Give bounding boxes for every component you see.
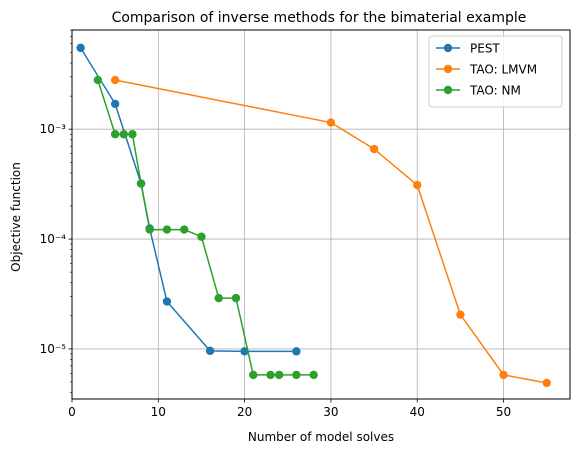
data-point-tao-nm [128,130,137,139]
data-point-tao-nm [197,232,206,241]
data-point-tao-nm [110,130,120,139]
series-line-tao-nm [97,79,314,376]
y-tick-label: 10⁻⁵ [40,342,67,356]
series-line-pest [79,47,297,353]
y-axis-label: Objective function [9,162,23,272]
data-point-pest [292,347,301,356]
x-tick-label: 50 [496,405,511,419]
data-point-tao-nm [292,370,301,380]
x-tick-label: 20 [237,405,252,419]
x-tick-label: 40 [410,405,425,419]
data-point-pest [76,43,85,53]
plot-frame [71,29,571,400]
legend-box [428,35,563,108]
data-point-tao-lmvm [413,180,422,190]
series-layer [76,43,551,388]
y-axis: 10⁻⁵ 10⁻⁴ 10⁻³ [40,29,72,393]
data-point-tao-nm [249,370,258,380]
data-point-tao-lmvm [499,370,508,380]
data-point-tao-nm [214,293,223,303]
chart-title: Comparison of inverse methods for the bi… [112,10,527,26]
data-point-tao-nm [145,225,154,234]
data-point-tao-nm [162,225,172,234]
legend: PEST TAO: LMVM TAO: NM [428,35,563,108]
data-point-tao-lmvm [369,144,379,154]
data-point-tao-nm [274,370,284,380]
data-point-tao-nm [119,130,128,139]
legend-label: TAO: LMVM [469,63,537,77]
x-axis-label: Number of model solves [248,430,394,444]
y-tick-label: 10⁻⁴ [40,232,67,246]
x-tick-label: 30 [323,405,338,419]
y-tick-label: 10⁻³ [40,122,67,136]
x-tick-label: 0 [68,405,76,419]
data-point-pest [162,297,172,306]
legend-label: PEST [470,42,500,56]
data-point-pest [205,346,215,356]
legend-swatch-marker [443,85,453,95]
data-point-tao-lmvm [326,118,336,127]
data-point-tao-nm [93,75,103,85]
data-point-tao-lmvm [110,75,120,85]
data-point-pest [110,99,120,109]
x-axis: 0 10 20 30 40 50 [68,399,511,419]
legend-label: TAO: NM [469,84,521,98]
data-point-tao-nm [136,179,146,188]
data-point-tao-nm [309,370,318,380]
data-point-tao-nm [231,293,241,303]
data-point-tao-nm [180,225,189,234]
legend-swatch-marker [443,43,453,53]
data-point-tao-lmvm [456,310,465,319]
x-tick-label: 10 [151,405,166,419]
data-point-tao-lmvm [542,378,551,388]
data-point-tao-nm [266,370,275,380]
legend-swatch-marker [443,64,453,74]
